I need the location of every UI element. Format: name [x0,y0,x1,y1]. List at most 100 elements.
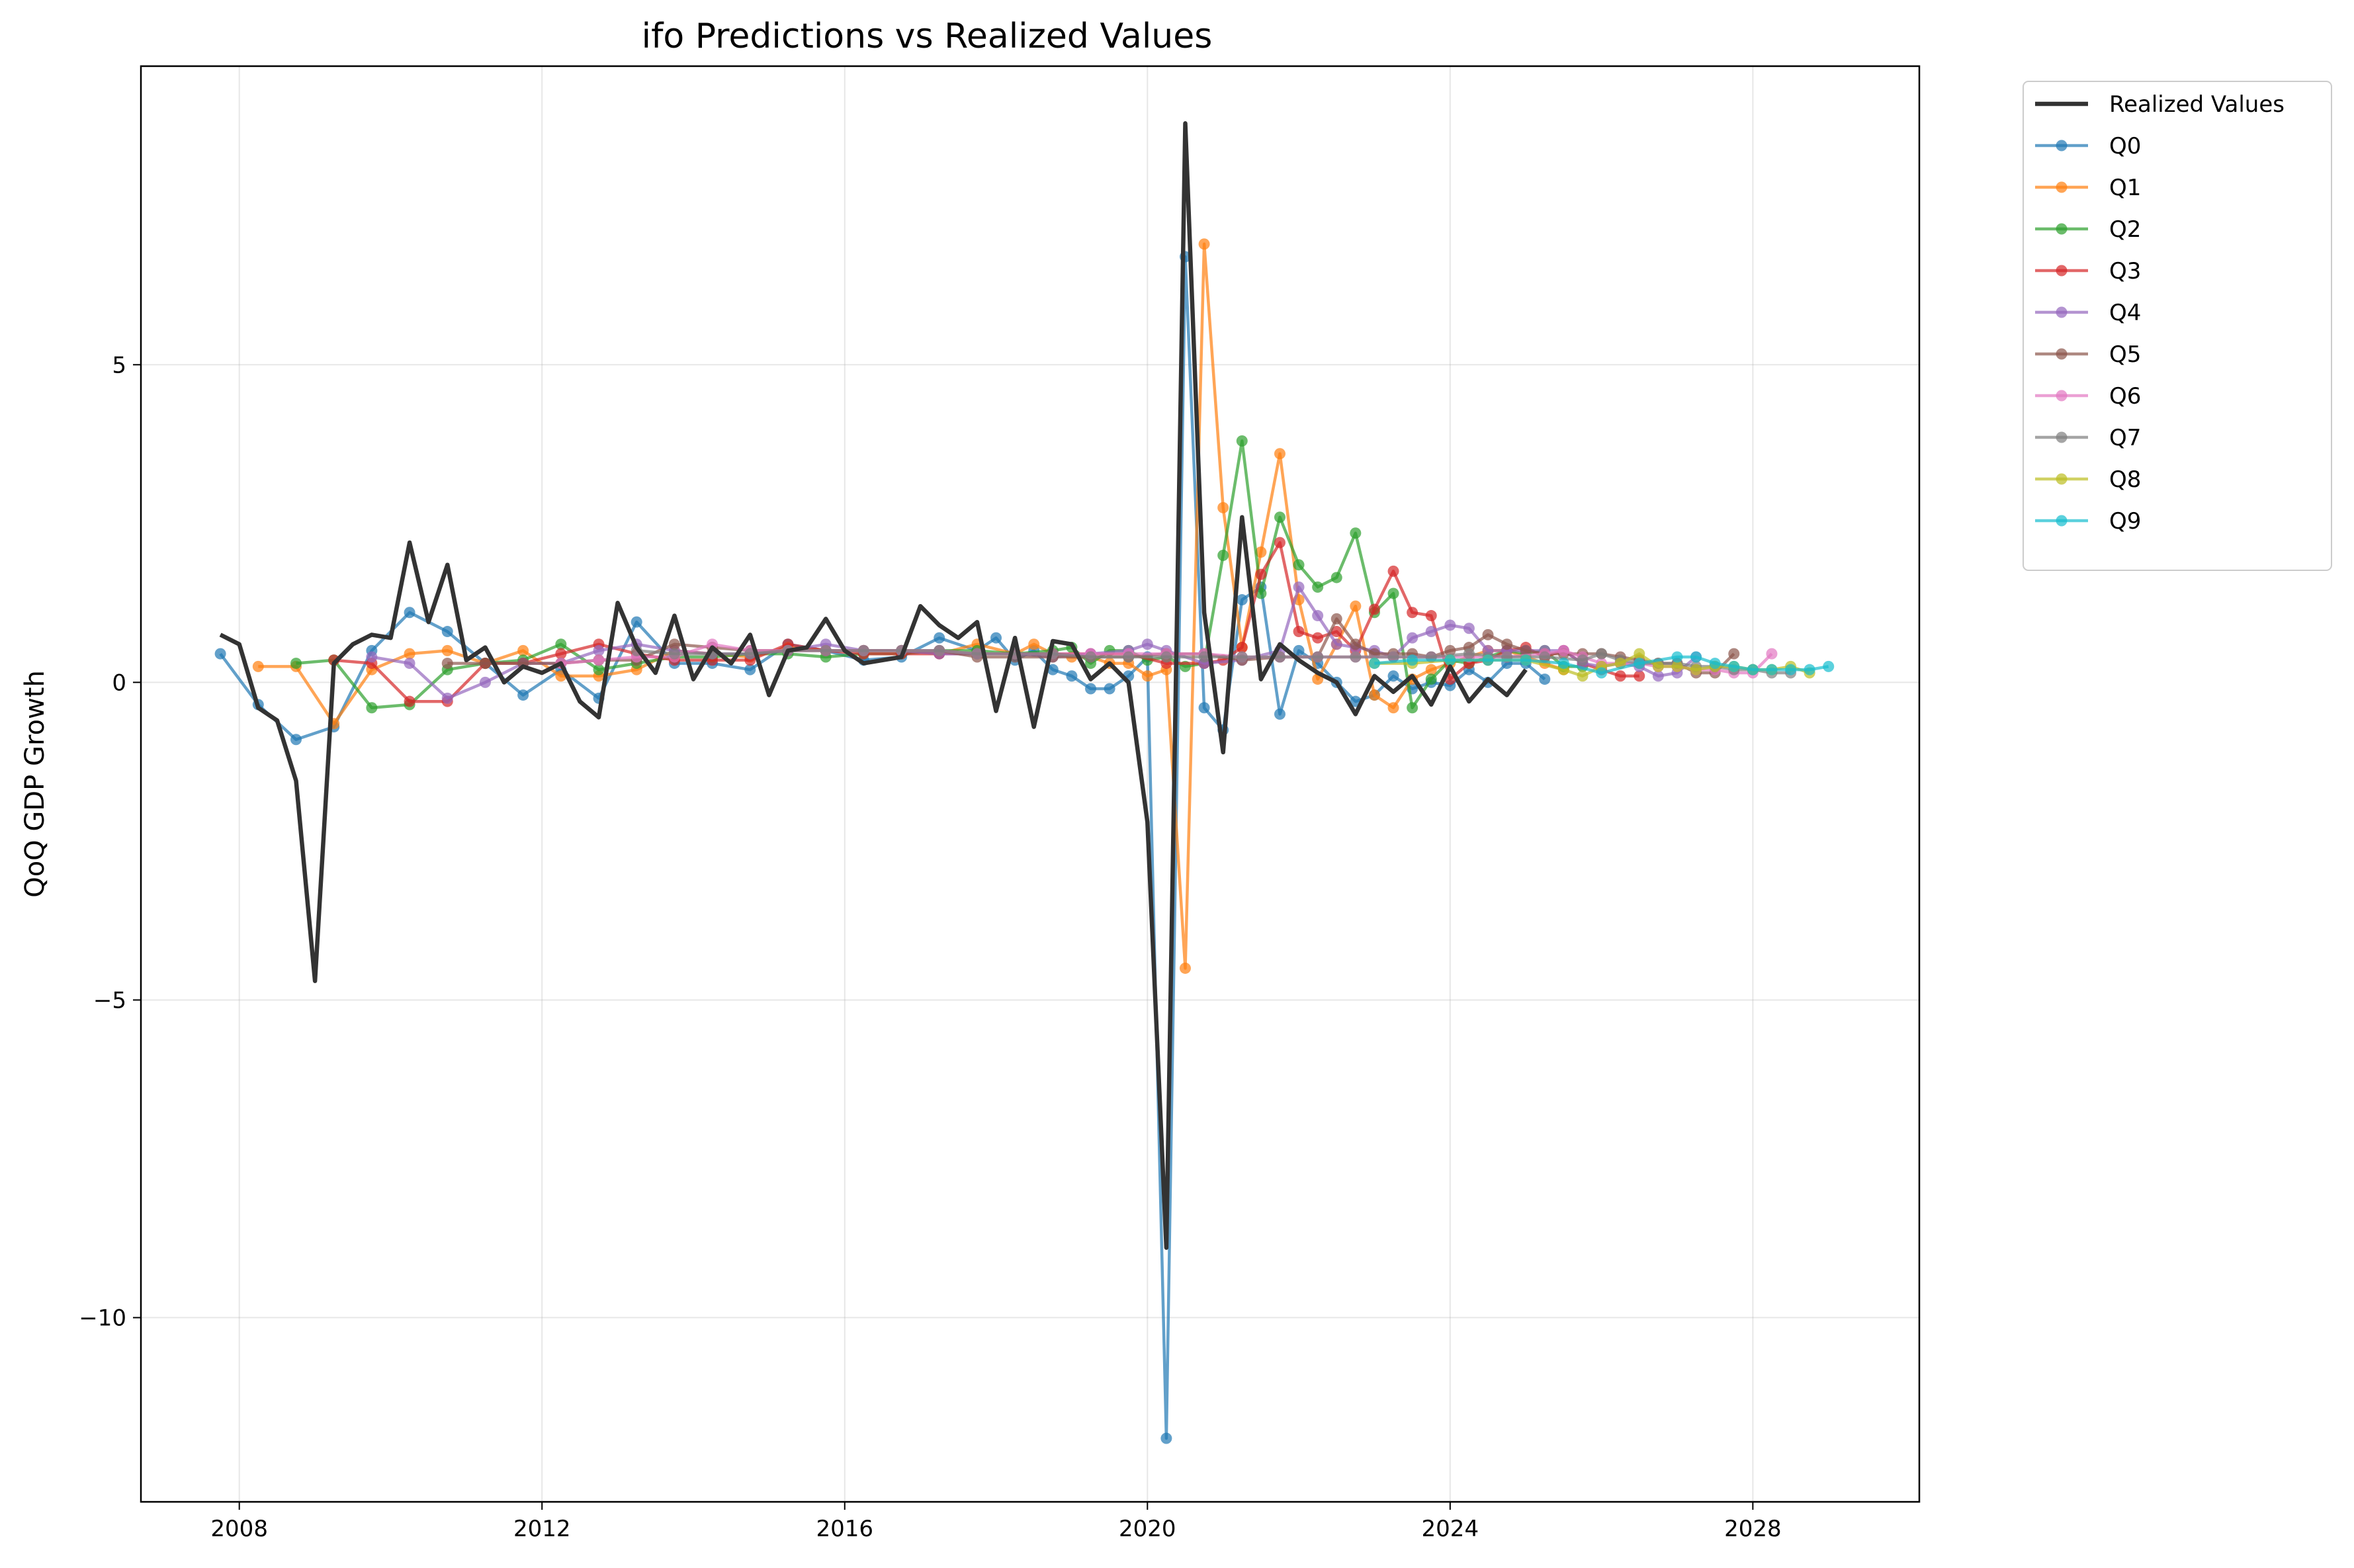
legend-box [2023,81,2332,571]
legend-label: Q1 [2109,175,2141,201]
legend-label: Q7 [2109,425,2141,451]
legend-item: Q1 [2035,175,2141,201]
point-q4 [1652,670,1664,682]
point-q9 [1407,654,1418,666]
point-q0 [1160,1432,1172,1444]
legend-marker [2056,223,2068,235]
y-tick-label: −10 [79,1305,126,1332]
point-q1 [1425,664,1437,675]
point-q3 [1634,670,1645,682]
series-line-realized [219,121,1528,1250]
point-q7 [1085,651,1097,663]
legend-label: Q0 [2109,133,2141,159]
legend-label: Q3 [2109,258,2141,284]
legend-label: Realized Values [2109,91,2285,118]
point-q3 [1255,568,1267,580]
point-q5 [1350,638,1362,650]
point-q9 [1596,667,1608,679]
point-q7 [668,648,680,660]
point-q2 [1407,702,1418,714]
point-q4 [1141,638,1153,650]
legend-item: Q8 [2035,466,2141,493]
point-q3 [1368,603,1380,615]
point-q6 [1766,648,1778,660]
point-q0 [441,626,453,638]
point-q1 [1350,600,1362,612]
point-q1 [1217,501,1229,513]
legend-item: Q3 [2035,258,2141,284]
point-q5 [1520,644,1532,656]
point-q8 [1690,664,1702,675]
point-q5 [668,638,680,650]
point-q0 [1066,670,1078,682]
point-q0 [1236,594,1248,606]
legend-item: Realized Values [2035,91,2285,118]
point-q5 [1330,613,1342,625]
point-q7 [1539,651,1551,663]
point-q2 [1217,549,1229,561]
point-q3 [1614,670,1626,682]
point-q5 [1728,648,1740,660]
point-q3 [555,648,567,660]
point-q5 [1501,638,1513,650]
legend-item: Q2 [2035,216,2141,243]
point-q4 [1407,632,1418,644]
point-q0 [517,689,529,701]
point-q6 [593,654,605,666]
point-q1 [252,660,264,672]
chart-title: ifo Predictions vs Realized Values [642,17,1213,56]
x-tick-label: 2024 [1422,1516,1479,1542]
legend-marker [2056,265,2068,277]
point-q8 [1634,648,1645,660]
point-q4 [593,644,605,656]
legend-marker [2056,348,2068,360]
point-q2 [366,702,378,714]
point-q9 [1728,660,1740,672]
point-q7 [1312,651,1324,663]
point-q0 [404,607,415,619]
point-q4 [1293,581,1305,593]
point-q0 [214,648,226,660]
point-q7 [1577,654,1589,666]
point-q1 [1028,638,1040,650]
point-q7 [820,644,832,656]
point-q2 [1312,581,1324,593]
legend-marker [2056,390,2068,402]
point-q5 [1444,644,1456,656]
point-q0 [1274,708,1286,720]
point-q1 [1198,238,1210,250]
legend-item: Q7 [2035,425,2141,451]
point-q9 [1520,654,1532,666]
point-q1 [404,648,415,660]
point-q7 [1387,651,1399,663]
point-q8 [1577,670,1589,682]
point-q4 [366,651,378,663]
point-q9 [1482,654,1494,666]
point-q7 [744,648,756,660]
point-q7 [1463,648,1475,660]
point-q3 [1387,565,1399,577]
point-q3 [1312,632,1324,644]
point-q7 [1198,651,1210,663]
point-q5 [479,658,491,670]
point-q2 [1330,572,1342,584]
point-q9 [1804,664,1815,675]
point-q2 [1425,674,1437,685]
point-q8 [1652,660,1664,672]
point-q4 [1425,626,1437,638]
legend-marker [2056,515,2068,527]
legend-marker [2056,140,2068,152]
x-tick-label: 2012 [513,1516,571,1542]
legend-label: Q2 [2109,216,2141,243]
point-q3 [1425,610,1437,622]
point-q3 [1236,642,1248,654]
point-q7 [971,648,983,660]
legend-item: Q0 [2035,133,2141,159]
point-q0 [1539,674,1551,685]
point-q4 [404,658,415,670]
point-q1 [1274,448,1286,460]
y-axis-label: QoQ GDP Growth [20,670,50,898]
point-q0 [290,734,302,746]
point-q4 [1330,638,1342,650]
point-q4 [479,676,491,688]
